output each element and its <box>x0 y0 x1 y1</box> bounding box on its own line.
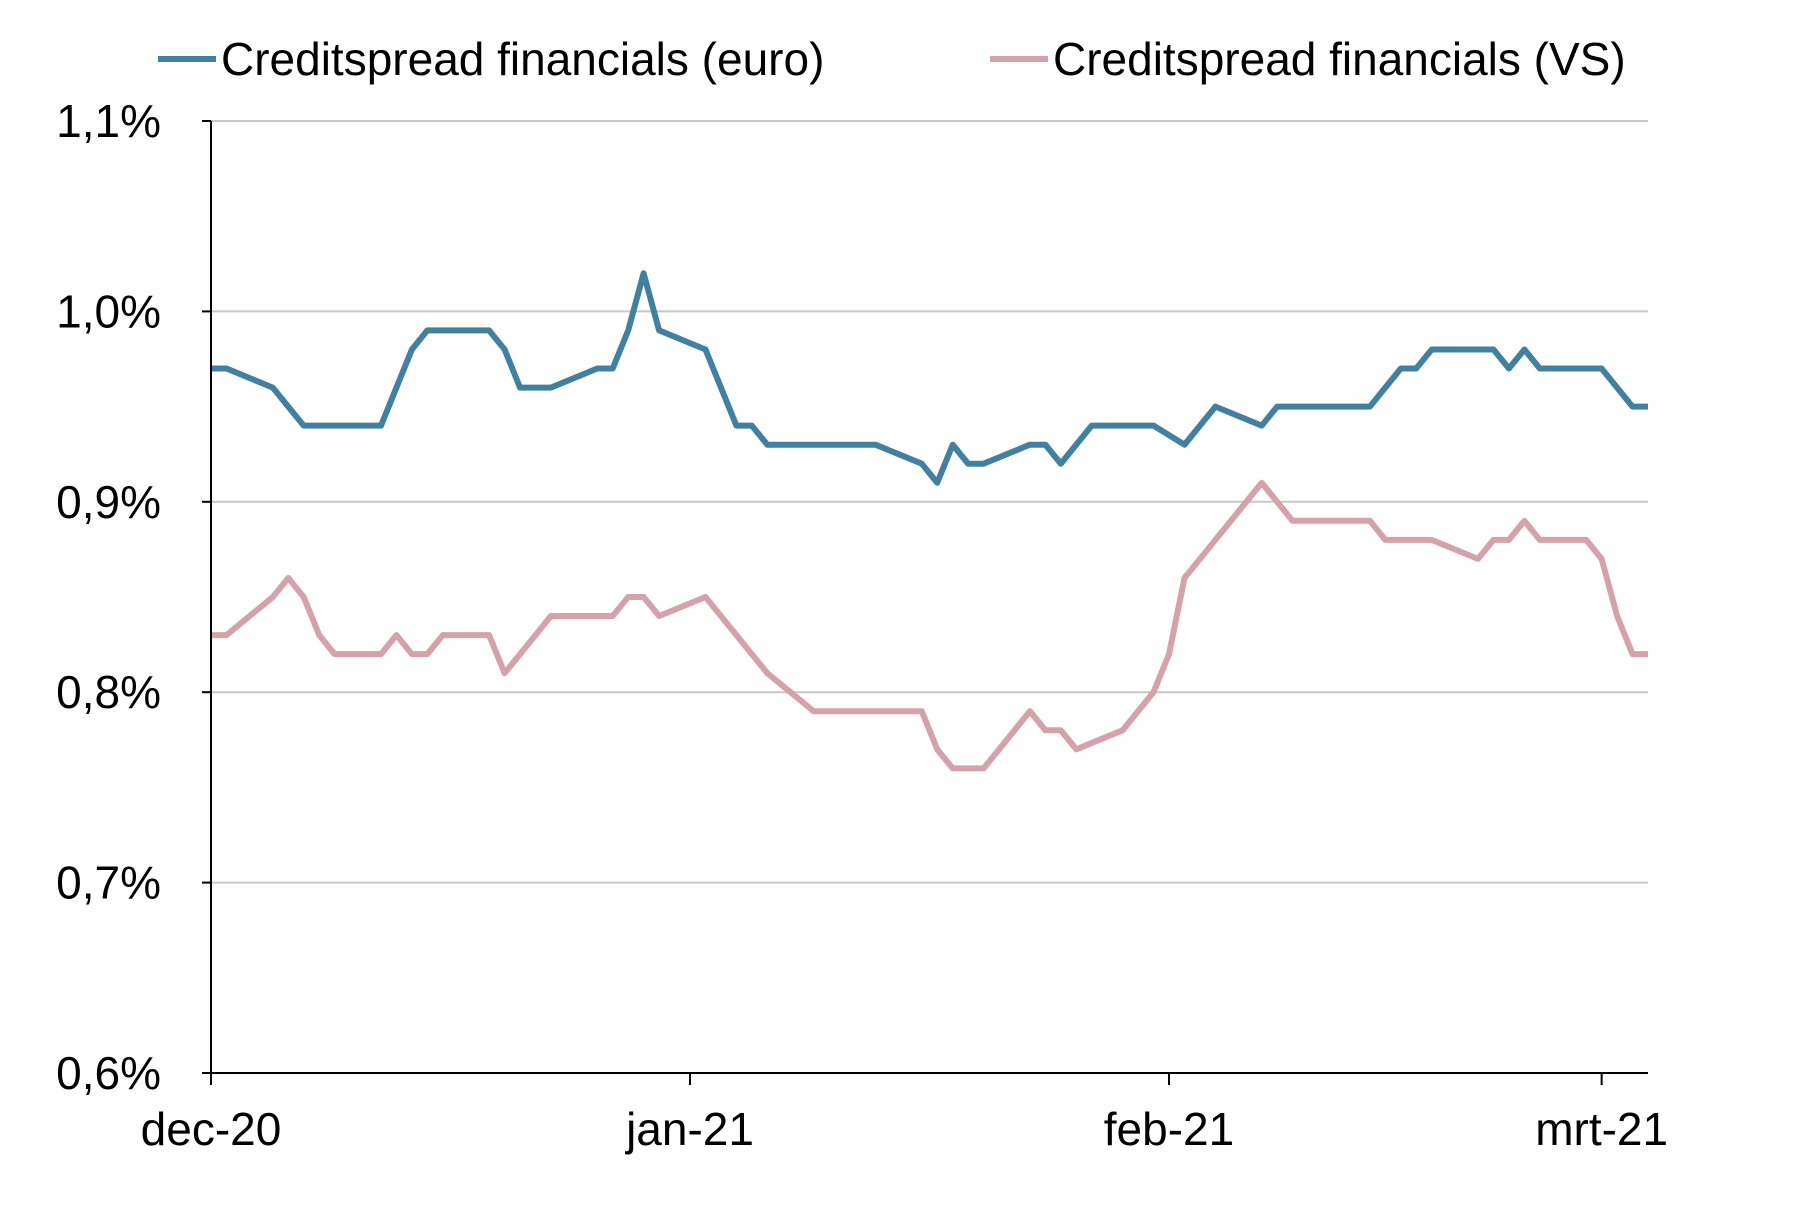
y-tick-label: 0,9% <box>56 476 161 528</box>
y-tick-label: 0,6% <box>56 1047 161 1099</box>
y-tick-label: 1,0% <box>56 285 161 337</box>
legend-item-vs: Creditspread financials (VS) <box>990 33 1626 85</box>
x-tick-label: jan-21 <box>624 1103 754 1155</box>
x-axis-ticks: dec-20 jan-21 feb-21 mrt-21 <box>141 1073 1668 1155</box>
series-line-vs <box>211 479 1648 772</box>
y-axis-ticks: 0,6% 0,7% 0,8% 0,9% 1,0% 1,1% <box>56 95 211 1099</box>
gridlines <box>211 120 1648 884</box>
legend: Creditspread financials (euro) Creditspr… <box>158 33 1626 85</box>
x-tick-label: feb-21 <box>1104 1103 1234 1155</box>
y-tick-label: 0,8% <box>56 666 161 718</box>
legend-item-euro: Creditspread financials (euro) <box>158 33 824 85</box>
x-tick-label: dec-20 <box>141 1103 282 1155</box>
axes <box>210 121 1648 1074</box>
legend-label-euro: Creditspread financials (euro) <box>221 33 824 85</box>
series-lines <box>211 270 1648 772</box>
series-line-euro <box>211 270 1648 486</box>
y-tick-label: 1,1% <box>56 95 161 147</box>
legend-label-vs: Creditspread financials (VS) <box>1053 33 1626 85</box>
x-tick-label: mrt-21 <box>1535 1103 1668 1155</box>
y-tick-label: 0,7% <box>56 857 161 909</box>
